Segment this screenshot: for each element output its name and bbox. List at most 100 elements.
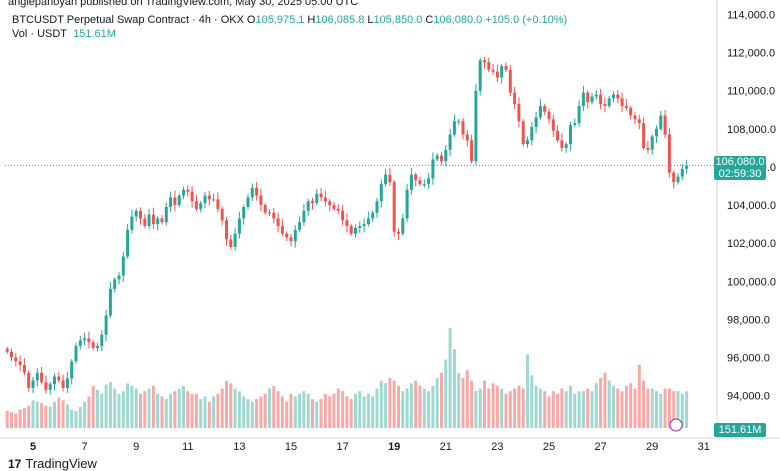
x-tick-label: 19 (388, 441, 400, 453)
x-tick-label: 13 (233, 441, 245, 453)
candle-body (534, 117, 538, 127)
candle-body (500, 65, 504, 78)
volume-tag: 151.61M (714, 423, 766, 437)
candle-body (685, 165, 689, 169)
volume-bar (225, 380, 228, 428)
candle-body (354, 227, 357, 234)
symbol-legend: BTCUSDT Perpetual Swap Contract · 4h · OKX O1… (12, 14, 570, 26)
volume-bar (177, 388, 181, 428)
volume-bar (646, 388, 650, 428)
candle-body (246, 197, 250, 207)
volume-bar (143, 391, 147, 428)
volume-bar (495, 385, 499, 428)
candle-body (306, 201, 310, 211)
candle-body (35, 372, 39, 381)
candle-body (418, 180, 422, 185)
volume-bar (216, 393, 220, 428)
volume-bar (431, 385, 435, 428)
candle-body (379, 184, 383, 202)
candle-body (160, 218, 164, 223)
volume-bar (560, 388, 564, 428)
candle-body (521, 121, 525, 145)
volume-bar (440, 372, 443, 428)
volume-bar (164, 399, 168, 428)
volume-bar (397, 385, 400, 428)
volume-bar (672, 391, 676, 428)
change-value: +105.0 (+0.10%) (485, 14, 568, 26)
candle-body (289, 237, 293, 242)
candle-body (530, 126, 534, 141)
volume-label: Vol · USDT (12, 28, 68, 40)
candle-body (285, 233, 289, 238)
low-value: 105,850.0 (373, 14, 423, 26)
candle-body (427, 178, 431, 185)
volume-bar (655, 391, 658, 428)
volume-bar (268, 388, 271, 428)
candle-body (384, 174, 388, 185)
volume-bar (680, 393, 684, 428)
volume-bar (100, 393, 104, 428)
candle-body (633, 115, 637, 120)
y-tick-label: 110,000.0 (727, 86, 775, 98)
candle-body (298, 222, 302, 230)
candle-body (581, 92, 585, 106)
volume-bar (78, 406, 82, 428)
candle-body (487, 62, 491, 70)
candle-body (61, 380, 65, 388)
x-tick-label: 21 (440, 441, 452, 453)
interval: 4h (198, 14, 212, 26)
volume-bar (130, 385, 134, 428)
candle-body (302, 210, 306, 223)
volume-bar (96, 389, 99, 428)
candle-body (349, 226, 353, 234)
volume-bar (422, 388, 426, 428)
volume-bar (147, 388, 151, 428)
candle-body (276, 218, 280, 227)
candle-body (182, 189, 185, 196)
candle-body (83, 338, 87, 341)
symbol-name[interactable]: BTCUSDT Perpetual Swap Contract (12, 14, 190, 26)
volume-bar (491, 383, 495, 428)
volume-bar (521, 388, 525, 428)
candle-body (564, 144, 568, 148)
volume-bar (556, 393, 560, 428)
volume-bar (160, 396, 164, 428)
volume-bar (83, 401, 87, 428)
candle-body (599, 94, 603, 105)
volume-bar (61, 400, 65, 428)
candle-body (268, 212, 271, 214)
volume-bar (461, 378, 465, 428)
x-tick-label: 15 (285, 441, 297, 453)
candle-body (272, 212, 276, 219)
candle-body (646, 147, 650, 150)
candle-body (547, 111, 551, 120)
volume-bar (328, 396, 332, 428)
volume-bar (405, 388, 409, 428)
candle-body (53, 376, 56, 385)
volume-bar (474, 391, 478, 428)
volume-bar (293, 396, 297, 428)
candle-body (470, 140, 474, 162)
volume-bar (366, 393, 370, 428)
volume-bar (577, 391, 581, 428)
candle-body (594, 94, 598, 97)
candle-body (229, 239, 233, 247)
candle-body (156, 218, 160, 225)
y-tick-label: 96,000.0 (727, 353, 770, 365)
candle-body (151, 214, 155, 225)
volume-bar (444, 359, 448, 428)
volume-bar (526, 354, 529, 428)
candle-body (655, 128, 658, 137)
volume-bar (285, 401, 289, 428)
x-tick-label: 11 (182, 441, 193, 453)
last-price: 106,080.0 (715, 156, 765, 168)
candle-body (242, 206, 246, 219)
volume-bar (246, 399, 250, 428)
volume-bar (388, 378, 392, 428)
candle-body (78, 340, 82, 347)
y-tick-label: 94,000.0 (727, 391, 770, 403)
candle-body (397, 231, 400, 234)
volume-bar (315, 401, 319, 428)
y-tick-label: 102,000.0 (727, 238, 776, 250)
